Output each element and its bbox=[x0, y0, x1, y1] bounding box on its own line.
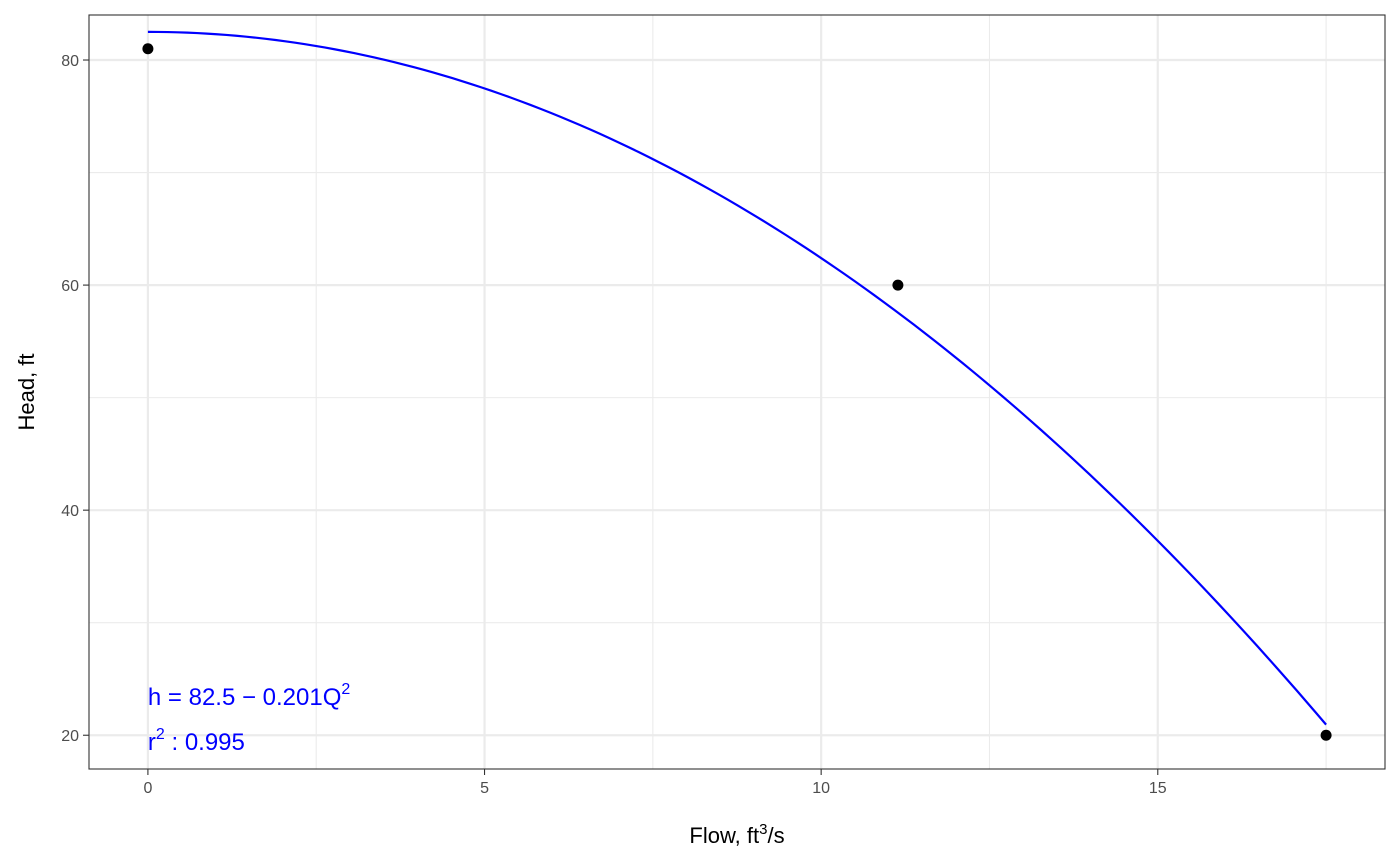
y-tick-label: 20 bbox=[61, 728, 79, 745]
y-axis-ticks: 20 40 60 80 bbox=[61, 53, 89, 745]
data-points bbox=[142, 43, 1332, 741]
fit-equation-label: h = 82.5 − 0.201Q2 bbox=[148, 681, 351, 711]
panel-border bbox=[88, 14, 1386, 770]
fit-curve bbox=[147, 30, 1327, 726]
data-point bbox=[142, 43, 154, 55]
grid-minor bbox=[89, 15, 1385, 769]
x-axis-title-superscript: 3 bbox=[759, 821, 767, 838]
x-axis-title-suffix: /s bbox=[767, 823, 784, 848]
y-tick-label: 60 bbox=[61, 278, 79, 295]
data-point bbox=[1320, 729, 1332, 741]
x-tick-label: 5 bbox=[480, 780, 489, 797]
x-tick-label: 15 bbox=[1149, 780, 1167, 797]
fit-equation-main: h = 82.5 − 0.201Q bbox=[148, 684, 342, 711]
y-tick-label: 40 bbox=[61, 503, 79, 520]
r-squared-superscript: 2 bbox=[156, 726, 165, 743]
y-tick-label: 80 bbox=[61, 53, 79, 70]
grid-major bbox=[89, 15, 1385, 769]
x-tick-label: 10 bbox=[812, 780, 830, 797]
x-axis-ticks: 0 5 10 15 bbox=[143, 769, 1167, 797]
x-axis-title-main: Flow, ft bbox=[689, 823, 759, 848]
r-squared-prefix: r bbox=[148, 729, 156, 756]
x-tick-label: 0 bbox=[143, 780, 152, 797]
y-axis-title: Head, ft bbox=[14, 353, 39, 430]
data-point bbox=[892, 279, 904, 291]
r-squared-label: r2 : 0.995 bbox=[148, 726, 245, 756]
fit-equation-superscript: 2 bbox=[341, 681, 350, 698]
x-axis-title: Flow, ft3/s bbox=[689, 821, 784, 848]
r-squared-value: : 0.995 bbox=[165, 729, 245, 756]
